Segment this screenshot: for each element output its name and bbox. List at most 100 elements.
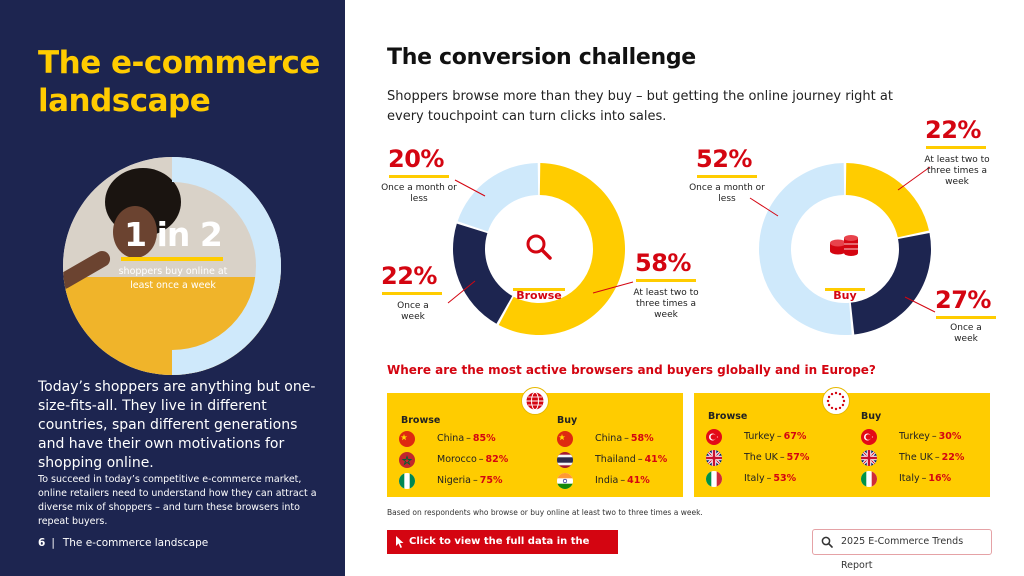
browse-frequent-underline: [636, 279, 696, 282]
europe-browse-heading: Browse: [708, 411, 748, 422]
buy-weekly-percent: 27%: [935, 286, 991, 314]
buy-label-underline: [825, 288, 865, 291]
dash: –: [776, 431, 782, 442]
footer-section: The e-commerce landscape: [62, 537, 209, 549]
buy-donut-label: Buy: [833, 289, 857, 302]
browse-weekly-caption: Once a week: [397, 301, 429, 322]
country-percent: 82%: [485, 454, 509, 465]
section-title: The e-commerce landscape: [38, 45, 320, 119]
dash: –: [624, 433, 629, 444]
turkey-flag-icon: [706, 429, 722, 445]
browse-monthly-percent: 20%: [388, 145, 444, 173]
country-name: Morocco: [437, 454, 477, 465]
intro-paragraph: Today’s shoppers are anything but one-si…: [38, 379, 316, 471]
left-panel: The e-commerce landscape 1 in 2 shoppers…: [0, 0, 345, 576]
global-browse-heading: Browse: [401, 415, 441, 426]
europe-browse-row-label: The UK –57%: [744, 452, 809, 463]
turkey-flag-icon: [861, 429, 877, 445]
browse-donut-label: Browse: [516, 289, 562, 302]
global-browse-row-label: Nigeria –75%: [437, 475, 503, 486]
browse-monthly-underline: [389, 175, 449, 178]
buy-monthly-caption: Once a month or less: [689, 183, 765, 204]
nigeria-flag-icon: [399, 473, 415, 489]
globe-icon: [526, 392, 544, 410]
buy-donut-chart: [758, 163, 931, 335]
global-buy-heading: Buy: [557, 415, 578, 426]
page-title: The conversion challenge: [387, 45, 696, 70]
browse-donut-chart: [453, 163, 625, 335]
europe-buy-row-label: Turkey –30%: [899, 431, 961, 442]
hero-graphic: 1 in 2 shoppers buy online at least once…: [63, 157, 281, 375]
dash: –: [934, 452, 940, 463]
buy-slice-3: [758, 163, 852, 335]
report-search-button[interactable]: 2025 E-Commerce Trends Report: [812, 529, 992, 571]
coins-icon: [830, 235, 858, 256]
country-percent: 75%: [479, 475, 503, 486]
hero-caption: shoppers buy online at least once a week: [118, 266, 228, 291]
browse-weekly-underline: [382, 292, 442, 295]
browse-slice-2: [453, 223, 513, 324]
view-appendix-label: Click to view the full data in the appen…: [409, 536, 590, 571]
country-name: Turkey: [744, 431, 775, 442]
browse-monthly-caption: Once a month or less: [381, 183, 457, 204]
buy-monthly-percent: 52%: [696, 145, 752, 173]
dash: –: [620, 475, 626, 486]
country-percent: 67%: [783, 431, 807, 442]
country-percent: 22%: [941, 452, 965, 463]
dash: –: [921, 473, 927, 484]
browse-frequent-percent: 58%: [635, 249, 691, 277]
browse-label-underline: [513, 288, 565, 291]
italy-flag-icon: [706, 471, 722, 487]
footnote: Based on respondents who browse or buy o…: [387, 508, 703, 517]
view-appendix-button[interactable]: Click to view the full data in the appen…: [387, 530, 618, 571]
buy-frequent-percent: 22%: [925, 116, 981, 144]
browse-donut-hole: [489, 199, 589, 299]
globe-badge: [521, 387, 549, 415]
buy-frequent-caption: At least two to three times a week: [924, 155, 990, 187]
country-percent: 30%: [938, 431, 962, 442]
country-name: The UK: [744, 452, 778, 463]
global-buy-row-label: India –41%: [595, 475, 650, 486]
browse-slice-1: [498, 163, 625, 335]
buy-slice-1: [845, 163, 929, 238]
hero-ring: [172, 157, 281, 375]
magnifier-icon: [526, 234, 552, 260]
country-name: Italy: [899, 473, 920, 484]
eu-stars-icon: [826, 391, 846, 411]
buy-weekly-underline: [936, 316, 996, 319]
europe-buy-row-label: The UK –22%: [899, 452, 964, 463]
hero-ring-light-half: [172, 157, 281, 375]
country-name: The UK: [899, 452, 933, 463]
dash: –: [931, 431, 937, 442]
buy-monthly-underline: [697, 175, 757, 178]
europe-buy-heading: Buy: [861, 411, 882, 422]
report-name: 2025 E-Commerce Trends Report: [841, 536, 964, 571]
dash: –: [478, 454, 484, 465]
detail-paragraph: To succeed in today’s competitive e-comm…: [38, 474, 317, 527]
uk-flag-icon: [706, 450, 722, 466]
country-name: China: [595, 433, 623, 444]
country-percent: 41%: [644, 454, 668, 465]
country-percent: 16%: [928, 473, 952, 484]
china-flag-icon: [557, 431, 573, 447]
browse-slice-3: [457, 163, 539, 232]
uk-flag-icon: [861, 450, 877, 466]
country-percent: 85%: [472, 433, 496, 444]
dash: –: [466, 433, 471, 444]
morocco-flag-icon: [399, 452, 415, 468]
dash: –: [473, 475, 478, 486]
page-footer: 6 | The e-commerce landscape: [38, 537, 208, 549]
cursor-click-icon: [396, 536, 404, 548]
country-percent: 53%: [773, 473, 797, 484]
country-name: China: [437, 433, 465, 444]
hero-stat: 1 in 2: [124, 215, 223, 254]
hero-underline: [121, 257, 223, 261]
country-name: Nigeria: [437, 475, 471, 486]
india-flag-icon: [557, 473, 573, 489]
country-name: Turkey: [899, 431, 930, 442]
footer-separator: |: [51, 537, 55, 549]
browse-frequent-caption: At least two to three times a week: [633, 288, 699, 320]
europe-browse-row-label: Turkey –67%: [744, 431, 806, 442]
global-ranking-panel: Browse Buy China –85% Morocco –82% Nigeria –7…: [387, 387, 683, 497]
